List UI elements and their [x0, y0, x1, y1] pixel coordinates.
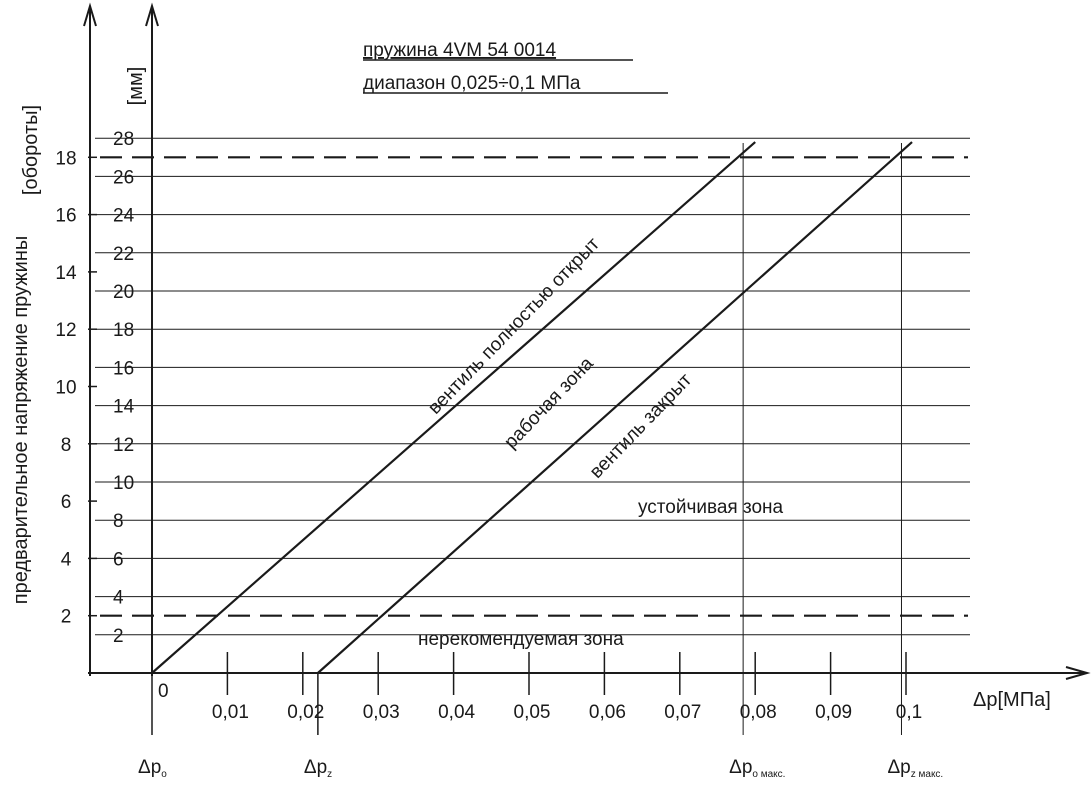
- series-line-valve-fully-open: [151, 141, 756, 674]
- y-axis-title: предварительное напряжение пружины: [10, 236, 32, 605]
- reference-lines: [100, 156, 968, 617]
- y-mm-tick-label: 22: [113, 244, 134, 265]
- zone-label-stable: устойчивая зона: [638, 497, 784, 518]
- marker-label: Δpz: [304, 757, 332, 780]
- y-mm-tick-label: 26: [113, 167, 134, 188]
- y-turns-tick-label: 16: [55, 206, 76, 227]
- y-mm-tick-label: 6: [113, 549, 124, 570]
- x-tick-label: 0,02: [287, 702, 324, 723]
- y-axis-title-turns-unit: [обороты]: [20, 105, 42, 195]
- y-mm-tick-label: 2: [113, 626, 124, 647]
- y-mm-tick-label: 18: [113, 320, 134, 341]
- marker-label-subscript: o макс.: [752, 769, 785, 780]
- x-tick-label: 0,03: [363, 702, 400, 723]
- y-mm-tick-label: 12: [113, 435, 134, 456]
- x-tick-label: 0,08: [740, 702, 777, 723]
- y-mm-tick-label: 10: [113, 473, 134, 494]
- y-mm-tick-label: 16: [113, 358, 134, 379]
- x-tick-label: 0,04: [438, 702, 475, 723]
- y-mm-tick-label: 4: [113, 588, 124, 609]
- y-turns-tick-label: 18: [55, 148, 76, 169]
- marker-label-subscript: z макс.: [911, 769, 943, 780]
- y-turns-tick-label: 2: [61, 607, 72, 628]
- y-turns-tick-label: 12: [55, 320, 76, 341]
- x-axis-title: Δp[МПа]: [973, 689, 1051, 711]
- marker-label-subscript: z: [327, 769, 332, 780]
- y-mm-tick-label: 14: [113, 397, 135, 418]
- y-turns-tick-label: 8: [61, 435, 72, 456]
- chart-title-line-1: пружина 4VM 54 0014: [363, 40, 556, 61]
- labels-layer: пружина 4VM 54 0014 диапазон 0,025÷0,1 М…: [10, 40, 1051, 780]
- x-tick-label: 0,07: [664, 702, 701, 723]
- series-line-valve-closed: [317, 141, 913, 674]
- x-axis-arrow: [1065, 666, 1091, 680]
- x-tick-label: 0,05: [514, 702, 551, 723]
- x-tick-label: 0,01: [212, 702, 249, 723]
- y-turns-tick-label: 10: [55, 378, 76, 399]
- grid-layer: [95, 137, 970, 636]
- x-tick-label: 0: [158, 681, 169, 702]
- y-mm-tick-label: 28: [113, 129, 134, 150]
- y-mm-tick-label: 8: [113, 511, 124, 532]
- x-tick-label: 0,06: [589, 702, 626, 723]
- marker-label: Δpz макс.: [887, 757, 943, 780]
- y-axis-title-mm-unit: [мм]: [125, 67, 147, 106]
- series-label-valve-fully-open: вентиль полностью открыт: [424, 233, 604, 418]
- marker-label: Δpo: [138, 757, 167, 780]
- x-tick-label: 0,09: [815, 702, 852, 723]
- marker-label-subscript: o: [161, 769, 167, 780]
- series-layer: [151, 141, 913, 735]
- y-turns-tick-label: 6: [61, 492, 72, 513]
- y-axis-turns-arrow: [83, 2, 97, 27]
- y-mm-tick-label: 20: [113, 282, 134, 303]
- y-turns-tick-label: 4: [61, 549, 72, 570]
- y-mm-tick-label: 24: [113, 206, 135, 227]
- series-label-valve-closed: вентиль закрыт: [586, 369, 697, 482]
- y-axis-mm-arrow: [145, 2, 159, 27]
- axes: [83, 2, 1091, 735]
- marker-label: Δpo макс.: [729, 757, 785, 780]
- y-turns-tick-label: 14: [55, 263, 77, 284]
- x-tick-label: 0,1: [896, 702, 922, 723]
- zone-label-not-recommended: нерекомендуемая зона: [418, 629, 624, 650]
- chart-title-line-2: диапазон 0,025÷0,1 МПа: [363, 73, 581, 94]
- zone-label-working: рабочая зона: [500, 353, 598, 453]
